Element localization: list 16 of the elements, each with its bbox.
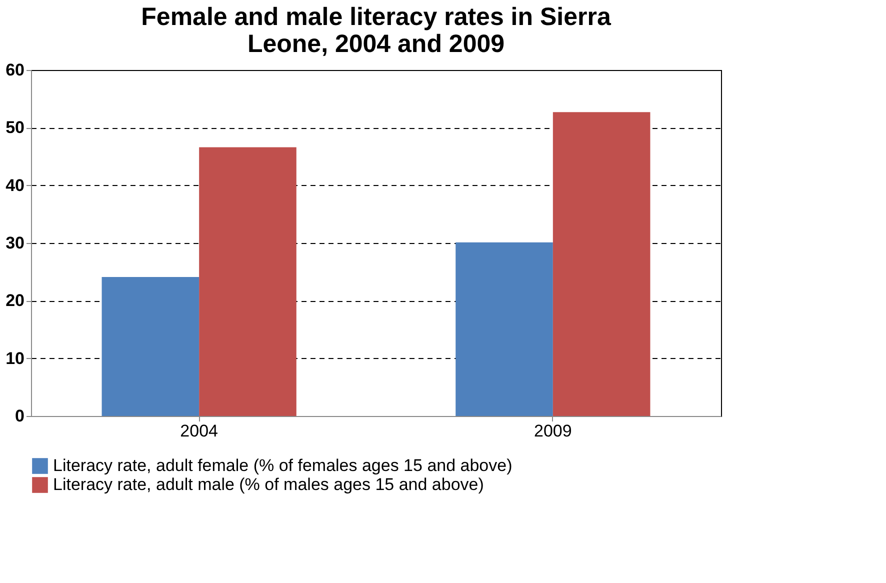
chart-title: Female and male literacy rates in Sierra Leone, 2004 and 2009 [141, 3, 612, 58]
bar [199, 147, 296, 416]
y-tick-label: 60 [6, 60, 24, 80]
y-tick-label: 50 [6, 118, 24, 138]
legend-label: Literacy rate, adult female (% of females ages 15 and above) [53, 456, 512, 475]
x-tick-label: 2004 [180, 422, 218, 440]
legend-label: Literacy rate, adult male (% of males ages 15 and above) [53, 475, 484, 494]
y-tick-label: 0 [15, 406, 24, 426]
y-tick-label: 10 [6, 348, 24, 368]
bar [102, 277, 200, 416]
bar [456, 242, 553, 416]
x-tick-label: 2009 [534, 422, 572, 440]
y-tick-label: 40 [6, 176, 24, 195]
bar [552, 112, 650, 416]
y-tick-label: 30 [6, 234, 24, 252]
y-tick-label: 20 [6, 291, 24, 310]
